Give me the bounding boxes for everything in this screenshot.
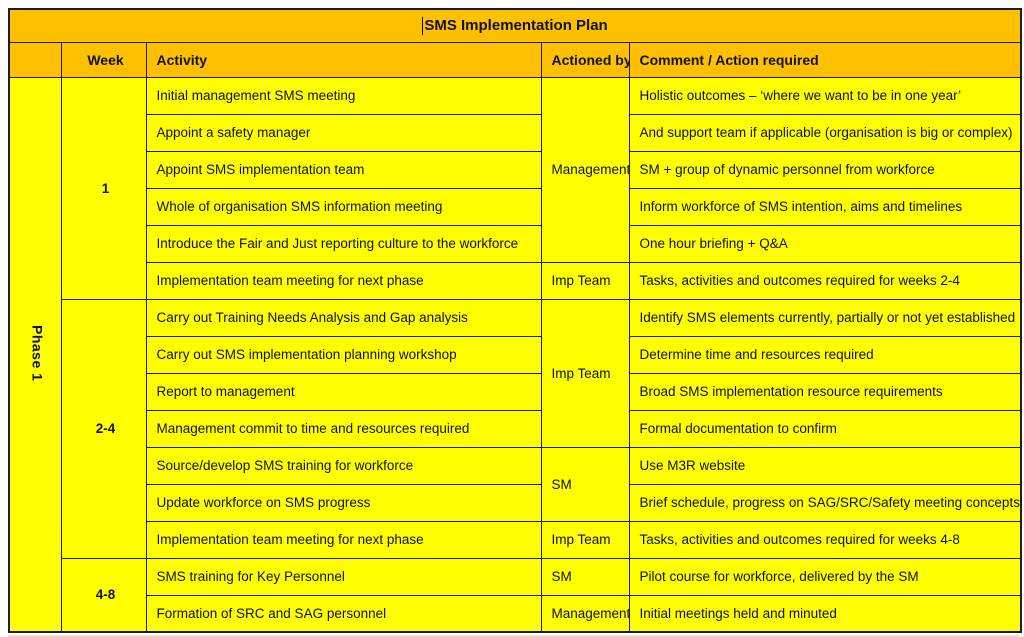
table-row: Phase 1 1 Initial management SMS meeting… xyxy=(8,76,1022,633)
table-row: Update workforce on SMS progress Brief s… xyxy=(9,483,1022,522)
activity-cell: Implementation team meeting for next pha… xyxy=(145,520,542,559)
comment-cell: Determine time and resources required xyxy=(628,335,1022,374)
table-row: Carry out SMS implementation planning wo… xyxy=(9,335,1022,374)
actioned-by-cell: Management xyxy=(540,76,630,263)
table-row: Introduce the Fair and Just reporting cu… xyxy=(9,224,1022,263)
comment-cell: Tasks, activities and outcomes required … xyxy=(628,261,1022,300)
comment-cell: Inform workforce of SMS intention, aims … xyxy=(628,187,1022,226)
header-cell-week: Week xyxy=(60,41,147,78)
activity-cell: Report to management xyxy=(145,372,542,411)
sms-implementation-table: SMS Implementation Plan Week Activity Ac… xyxy=(8,8,1023,633)
text-cursor xyxy=(422,16,424,35)
actioned-by-cell: Imp Team xyxy=(540,520,630,559)
week-cell: 4-8 xyxy=(60,557,147,633)
table-row: Implementation team meeting for next pha… xyxy=(9,261,1022,300)
comment-cell: Tasks, activities and outcomes required … xyxy=(628,520,1022,559)
actioned-by-cell: Imp Team xyxy=(540,298,630,448)
table-row: Source/develop SMS training for workforc… xyxy=(9,446,1022,522)
activity-cell: Source/develop SMS training for workforc… xyxy=(145,446,542,485)
actioned-by-cell: Management xyxy=(540,594,630,633)
table-title: SMS Implementation Plan xyxy=(424,16,608,34)
activity-cell: Management commit to time and resources … xyxy=(145,409,542,448)
phase-label: Phase 1 xyxy=(29,324,46,381)
header-cell-comment: Comment / Action required xyxy=(628,41,1022,78)
table-row: Management commit to time and resources … xyxy=(9,409,1022,448)
comment-cell: One hour briefing + Q&A xyxy=(628,224,1022,263)
comment-cell: Holistic outcomes – ‘where we want to be… xyxy=(628,76,1022,115)
comment-cell: Formal documentation to confirm xyxy=(628,409,1022,448)
week-cell: 1 xyxy=(60,76,147,300)
header-cell-activity: Activity xyxy=(145,41,542,78)
actioned-by-cell: SM xyxy=(540,446,630,522)
phase-cell: Phase 1 xyxy=(8,76,62,633)
activity-cell: Carry out Training Needs Analysis and Ga… xyxy=(145,298,542,337)
activity-cell: Update workforce on SMS progress xyxy=(145,483,542,522)
header-row: Week Activity Actioned by Comment / Acti… xyxy=(8,41,1022,78)
comment-cell: Identify SMS elements currently, partial… xyxy=(628,298,1022,337)
comment-cell: Use M3R website xyxy=(628,446,1022,485)
header-cell-actioned-by: Actioned by xyxy=(540,41,630,78)
activity-cell: Implementation team meeting for next pha… xyxy=(145,261,542,300)
table-row: Appoint a safety manager And support tea… xyxy=(9,113,1022,152)
table-row: Whole of organisation SMS information me… xyxy=(9,187,1022,226)
title-row: SMS Implementation Plan xyxy=(8,8,1022,43)
header-cell-phase xyxy=(8,41,62,78)
comment-cell: Brief schedule, progress on SAG/SRC/Safe… xyxy=(628,483,1022,522)
table-row: Report to management Broad SMS implement… xyxy=(9,372,1022,411)
comment-cell: Broad SMS implementation resource requir… xyxy=(628,372,1022,411)
page-edge xyxy=(8,635,1020,637)
comment-cell: Pilot course for workforce, delivered by… xyxy=(628,557,1022,596)
actioned-by-cell: SM xyxy=(540,557,630,596)
comment-cell: Initial meetings held and minuted xyxy=(628,594,1022,633)
actioned-by-cell: Imp Team xyxy=(540,261,630,300)
activity-cell: Appoint a safety manager xyxy=(145,113,542,152)
comment-cell: And support team if applicable (organisa… xyxy=(628,113,1022,152)
activity-cell: Appoint SMS implementation team xyxy=(145,150,542,189)
activity-cell: Introduce the Fair and Just reporting cu… xyxy=(145,224,542,263)
activity-cell: Formation of SRC and SAG personnel xyxy=(145,594,542,633)
activity-cell: Carry out SMS implementation planning wo… xyxy=(145,335,542,374)
activity-cell: Initial management SMS meeting xyxy=(145,76,542,115)
activity-cell: SMS training for Key Personnel xyxy=(145,557,542,596)
table-title-cell[interactable]: SMS Implementation Plan xyxy=(8,8,1022,43)
table-row: 2-4 Carry out Training Needs Analysis an… xyxy=(9,298,1022,559)
week-cell: 2-4 xyxy=(60,298,147,559)
table-row: Implementation team meeting for next pha… xyxy=(9,520,1022,559)
activity-cell: Whole of organisation SMS information me… xyxy=(145,187,542,226)
table-row: 4-8 SMS training for Key Personnel SM Pi… xyxy=(9,557,1022,633)
table-row: Appoint SMS implementation team SM + gro… xyxy=(9,150,1022,189)
table-row: Formation of SRC and SAG personnel Manag… xyxy=(9,594,1022,633)
comment-cell: SM + group of dynamic personnel from wor… xyxy=(628,150,1022,189)
